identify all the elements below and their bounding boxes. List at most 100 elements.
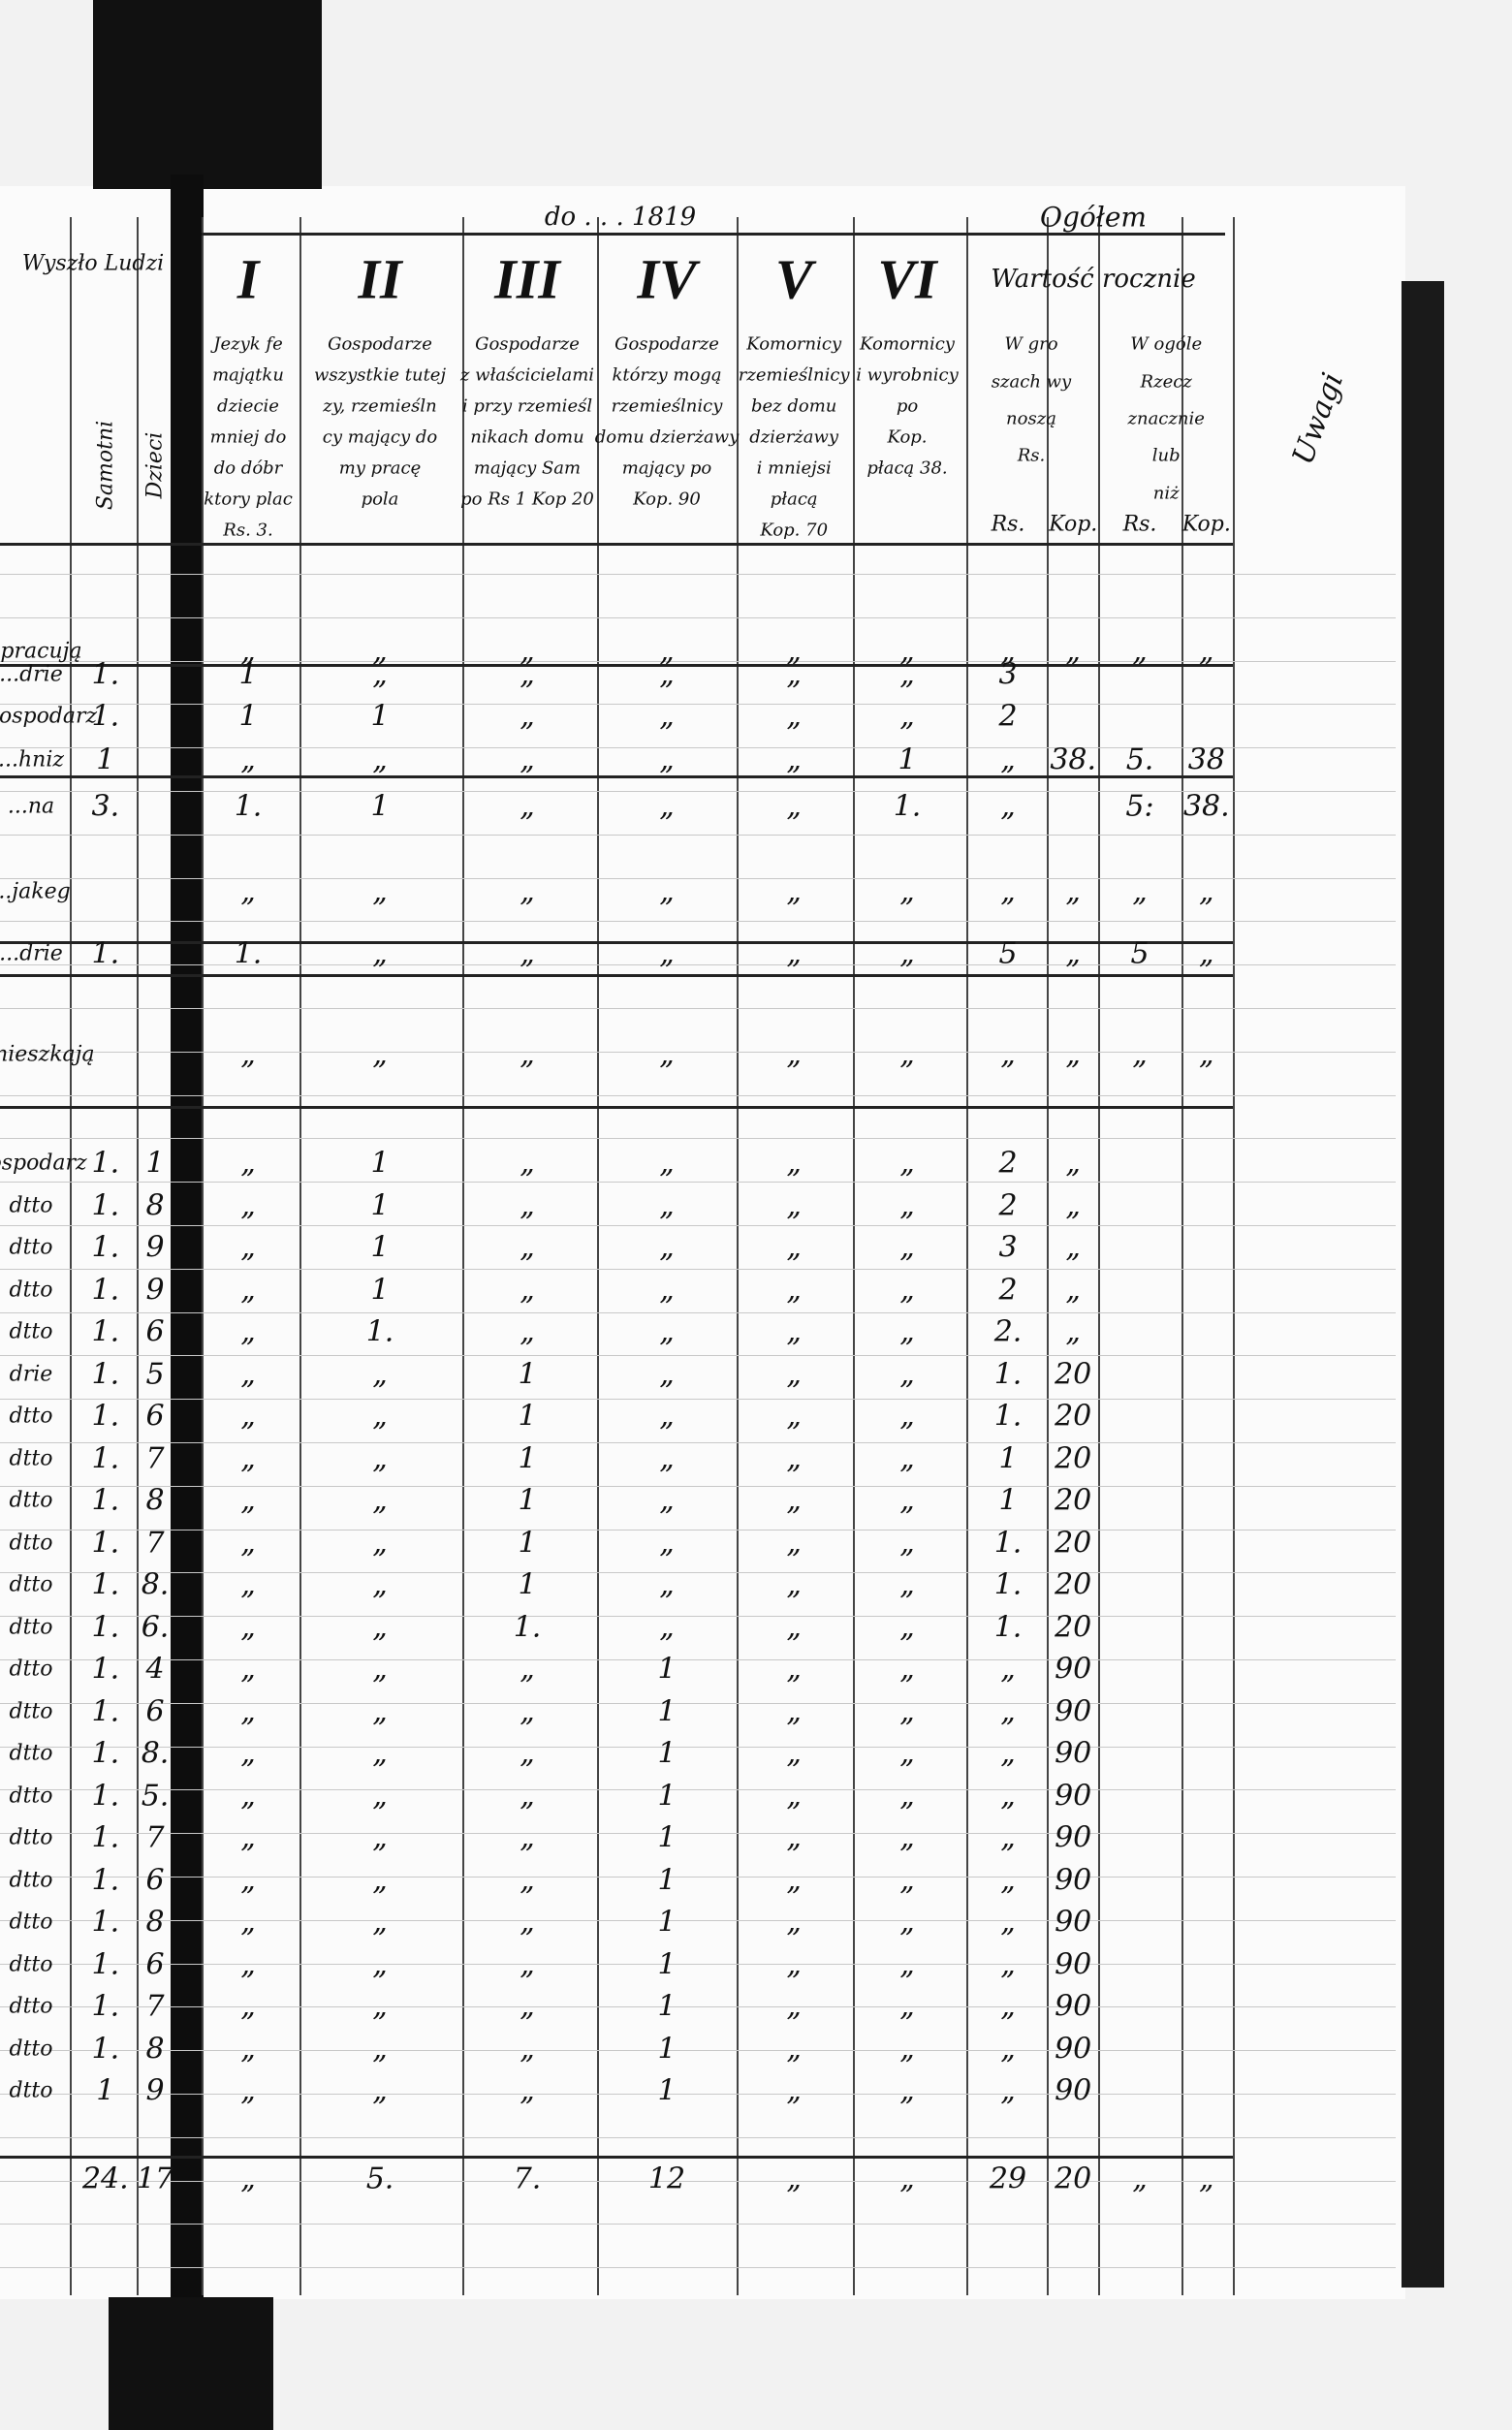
cell: „ (240, 1694, 256, 1729)
row-label: dtto (9, 1278, 53, 1303)
cell: „ (240, 1652, 256, 1687)
ruled-line (0, 921, 1396, 923)
cell: 1. (91, 1146, 120, 1181)
cell: „ (520, 742, 535, 777)
cell: „ (899, 1989, 915, 2024)
column-desc: wszystkie tutej (313, 364, 447, 386)
column-rule (965, 217, 968, 2295)
cell: 1. (91, 1736, 120, 1771)
cell: 5 (1130, 936, 1150, 971)
column-rule (853, 217, 855, 2295)
column-numeral: III (494, 247, 560, 311)
unit: Rs. (991, 512, 1025, 537)
column-desc: Gospodarze (475, 333, 580, 355)
column-desc: Jezyk fe (213, 333, 283, 355)
cell: „ (899, 699, 915, 734)
left-header: Dzieci (142, 431, 168, 499)
column-desc: cy mający do (322, 426, 438, 448)
column-desc: rzemieślnicy (738, 364, 850, 386)
cell: 1. (91, 1989, 120, 2024)
cell: 1 (657, 1905, 677, 1940)
cell: „ (240, 2032, 256, 2067)
column-rule (597, 217, 599, 2295)
row-label: drie (9, 1362, 53, 1387)
row-label: ...mieszkają (0, 1042, 95, 1067)
ruled-line (0, 1182, 1396, 1183)
cell: 2 (998, 1273, 1018, 1308)
left-header: Wyszło Ludzi (21, 251, 165, 276)
cell: „ (240, 1820, 256, 1855)
rule (0, 663, 1233, 667)
kind-desc: Rzecz (1140, 371, 1192, 393)
cell: 90 (1055, 1947, 1092, 1982)
cell: „ (659, 1314, 675, 1349)
row-label: ...na (7, 794, 55, 819)
cell: „ (899, 2073, 915, 2108)
cell: „ (899, 1736, 915, 1771)
total-cell: „ (899, 2162, 915, 2196)
cell: „ (240, 1567, 256, 1602)
cell: 5 (998, 936, 1018, 971)
cell: „ (1199, 634, 1214, 669)
cell: „ (659, 1037, 675, 1072)
cell: 3 (998, 1230, 1018, 1265)
cell: 7 (145, 1441, 165, 1476)
column-desc: płacą (770, 489, 818, 510)
cell: „ (520, 1947, 535, 1982)
cell: 1. (91, 1610, 120, 1645)
cell: „ (899, 1610, 915, 1645)
column-rule (136, 217, 139, 2295)
cell: „ (240, 1146, 256, 1181)
page-edge (1402, 281, 1444, 2288)
cell: „ (659, 699, 675, 734)
ruled-line (0, 2006, 1396, 2008)
cell: „ (1000, 1694, 1016, 1729)
cell: 1 (238, 657, 258, 692)
cell: „ (786, 699, 802, 734)
cell: „ (240, 874, 256, 909)
cell: 20 (1055, 1399, 1092, 1434)
ruled-line (0, 660, 1396, 662)
cell: „ (899, 1905, 915, 1940)
cell: „ (1000, 789, 1016, 824)
cell: „ (520, 936, 535, 971)
cell: „ (1199, 874, 1214, 909)
cell: „ (659, 1273, 675, 1308)
cell: „ (240, 1357, 256, 1392)
cash-desc: Rs. (1017, 445, 1046, 466)
cell: „ (899, 1483, 915, 1518)
cell: „ (899, 1652, 915, 1687)
cell: 7 (145, 1989, 165, 2024)
ruled-line (0, 877, 1396, 879)
cell: „ (1132, 634, 1148, 669)
cell: „ (520, 1230, 535, 1265)
cell: „ (240, 1779, 256, 1814)
cell: 1. (91, 1230, 120, 1265)
cell: 90 (1055, 1779, 1092, 1814)
cell: „ (520, 1694, 535, 1729)
kind-desc: znacznie (1127, 408, 1205, 429)
cell: 38. (1182, 789, 1230, 824)
cell: „ (659, 1188, 675, 1223)
cell: 1. (91, 1652, 120, 1687)
ruled-line (0, 1529, 1396, 1531)
cell: 6 (145, 1314, 165, 1349)
cell: 1. (91, 1526, 120, 1561)
cell: „ (1132, 874, 1148, 909)
total-cell: 12 (647, 2162, 686, 2196)
cell: „ (659, 1399, 675, 1434)
column-desc: Gospodarze (328, 333, 432, 355)
cell: „ (899, 1188, 915, 1223)
cell: „ (786, 874, 802, 909)
cell: 8 (145, 1188, 165, 1223)
cell: „ (372, 742, 388, 777)
column-numeral: V (774, 247, 813, 311)
cell: 1 (657, 1779, 677, 1814)
column-rule (1047, 217, 1049, 2295)
cell: „ (899, 1399, 915, 1434)
cell: „ (786, 657, 802, 692)
ruled-line (0, 574, 1396, 575)
rule (0, 543, 1233, 546)
cell: „ (520, 699, 535, 734)
